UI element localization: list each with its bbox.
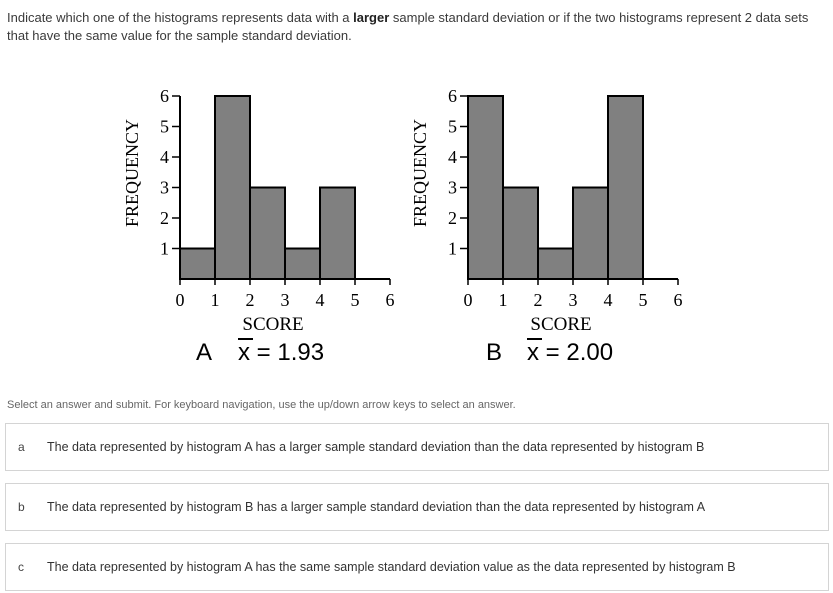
hist-a-x-tick-label: 4: [316, 290, 325, 310]
answer-option-c[interactable]: c The data represented by histogram A ha…: [5, 543, 829, 591]
hist-a-y-tick-label: 5: [160, 117, 169, 137]
question-emphasis: larger: [353, 10, 390, 25]
hist-b-y-tick-label: 1: [448, 239, 457, 259]
hist-a-y-tick-label: 1: [160, 239, 169, 259]
option-text: The data represented by histogram A has …: [47, 560, 736, 574]
hist-b-mean-label: x = 2.00: [527, 339, 613, 366]
question-text: Indicate which one of the histograms rep…: [7, 9, 822, 45]
hist-a-bar-2-3: [249, 186, 286, 280]
hist-b-y-tick-label: 6: [448, 86, 457, 106]
hist-a-x-tick-label: 2: [246, 290, 255, 310]
hist-a-bar-0-1: [179, 247, 216, 280]
hist-a-mean-label: x = 1.93: [238, 339, 324, 366]
answer-option-b[interactable]: b The data represented by histogram B ha…: [5, 483, 829, 531]
hist-a-x-axis-label: SCORE: [242, 314, 303, 335]
hist-a-panel-label: A: [196, 339, 212, 366]
histogram-figure: 0 1 2 3 4 5 6 1 2 3 4 5 6 SCORE FREQUENCY A x = 1.93 0 1 2 3…: [122, 86, 683, 366]
hist-a-bar-4-5: [319, 186, 356, 280]
hist-b-y-tick-label: 3: [448, 178, 457, 198]
option-text: The data represented by histogram A has …: [47, 440, 705, 454]
hist-b-x-axis-label: SCORE: [530, 314, 591, 335]
hist-b-x-tick-label: 0: [464, 290, 473, 310]
hist-a-x-tick-label: 0: [176, 290, 185, 310]
hist-a-y-tick-label: 4: [160, 147, 169, 167]
answer-option-a[interactable]: a The data represented by histogram A ha…: [5, 423, 829, 471]
option-letter: c: [18, 560, 24, 574]
hist-b-y-tick-label: 2: [448, 208, 457, 228]
hist-b-bar-1-2: [502, 186, 539, 280]
hist-b-y-axis-label: FREQUENCY: [410, 119, 430, 227]
hist-a-y-axis-label: FREQUENCY: [122, 119, 142, 227]
hist-b-x-tick-label: 4: [604, 290, 613, 310]
hist-b-y-tick-label: 4: [448, 147, 457, 167]
hist-a-bar-1-2: [214, 95, 251, 280]
hist-a-y-tick-label: 2: [160, 208, 169, 228]
question-text-part1: Indicate which one of the histograms rep…: [7, 10, 354, 25]
hist-a-x-tick-label: 5: [351, 290, 360, 310]
hist-a-y-tick-label: 3: [160, 178, 169, 198]
hist-b-bar-2-3: [537, 247, 574, 280]
option-letter: a: [18, 440, 25, 454]
hist-b-x-tick-label: 3: [569, 290, 578, 310]
hist-b-x-tick-label: 1: [499, 290, 508, 310]
option-text: The data represented by histogram B has …: [47, 500, 706, 514]
hist-a-y-tick-label: 6: [160, 86, 169, 106]
option-letter: b: [18, 500, 25, 514]
hist-b-bar-0-1: [467, 95, 504, 280]
hist-b-x-tick-label: 2: [534, 290, 543, 310]
hist-b-x-tick-label: 6: [674, 290, 683, 310]
instruction-text: Select an answer and submit. For keyboar…: [7, 399, 516, 411]
hist-a-bar-3-4: [284, 247, 321, 280]
hist-b-bar-3-4: [572, 186, 609, 280]
hist-b-panel-label: B: [486, 339, 502, 366]
hist-a-x-tick-label: 3: [281, 290, 290, 310]
question-text-part2: sample standard deviation or if the two …: [7, 10, 809, 43]
hist-a-x-tick-label: 1: [211, 290, 220, 310]
hist-b-y-tick-label: 5: [448, 117, 457, 137]
hist-b-x-tick-label: 5: [639, 290, 648, 310]
hist-b-bar-4-5: [607, 95, 644, 280]
hist-a-x-tick-label: 6: [386, 290, 395, 310]
